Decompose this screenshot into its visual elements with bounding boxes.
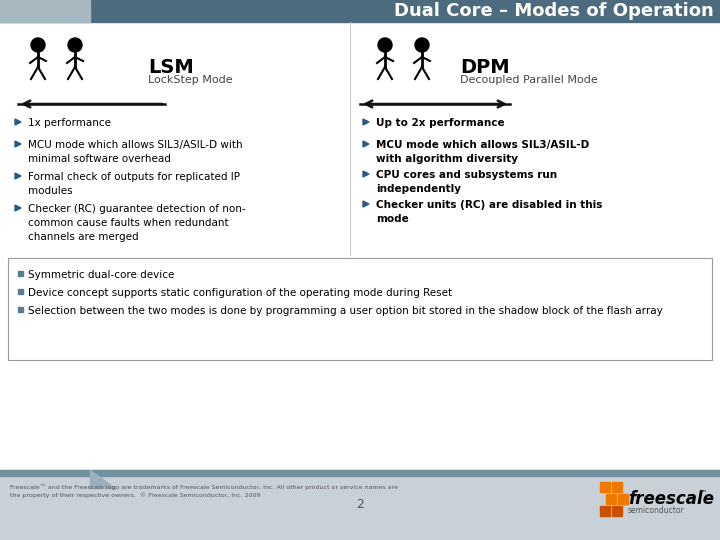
Text: LockStep Mode: LockStep Mode: [148, 75, 233, 85]
Text: Selection between the two modes is done by programming a user option bit stored : Selection between the two modes is done …: [28, 306, 662, 316]
Polygon shape: [363, 201, 369, 207]
Text: Up to 2x performance: Up to 2x performance: [376, 118, 505, 128]
Bar: [612, 506, 622, 516]
Text: ™: ™: [700, 489, 707, 495]
Text: Checker (RC) guarantee detection of non-
common cause faults when redundant
chan: Checker (RC) guarantee detection of non-…: [28, 204, 246, 242]
Polygon shape: [90, 470, 115, 488]
Text: MCU mode which allows SIL3/ASIL-D
with algorithm diversity: MCU mode which allows SIL3/ASIL-D with a…: [376, 140, 589, 164]
Text: Checker units (RC) are disabled in this
mode: Checker units (RC) are disabled in this …: [376, 200, 603, 224]
Bar: [18, 289, 23, 294]
Bar: [18, 271, 23, 276]
Polygon shape: [363, 171, 369, 177]
Text: Device concept supports static configuration of the operating mode during Reset: Device concept supports static configura…: [28, 288, 452, 298]
Circle shape: [378, 38, 392, 52]
Bar: [612, 482, 622, 492]
Polygon shape: [15, 141, 21, 147]
Circle shape: [68, 38, 82, 52]
Polygon shape: [363, 119, 369, 125]
Text: LSM: LSM: [148, 58, 194, 77]
Text: 1x performance: 1x performance: [28, 118, 111, 128]
Bar: [0, 20, 720, 480]
Bar: [618, 494, 628, 504]
Text: Freescale™ and the Freescale logo are trademarks of Freescale Semiconductor, Inc: Freescale™ and the Freescale logo are tr…: [10, 484, 398, 498]
Bar: [18, 307, 23, 312]
Text: Formal check of outputs for replicated IP
modules: Formal check of outputs for replicated I…: [28, 172, 240, 196]
Bar: [600, 506, 610, 516]
Bar: [0, 0, 720, 22]
Text: freescale: freescale: [628, 490, 714, 508]
Text: Dual Core – Modes of Operation: Dual Core – Modes of Operation: [395, 2, 714, 20]
Polygon shape: [15, 173, 21, 179]
Polygon shape: [363, 141, 369, 147]
Text: 2: 2: [356, 498, 364, 511]
Bar: [600, 482, 610, 492]
Text: semiconductor: semiconductor: [628, 506, 685, 515]
Bar: [0, 0, 90, 22]
Bar: [0, 470, 720, 476]
Bar: [0, 470, 720, 540]
Polygon shape: [15, 205, 21, 211]
Text: Decoupled Parallel Mode: Decoupled Parallel Mode: [460, 75, 598, 85]
Bar: [8, 258, 712, 360]
Text: CPU cores and subsystems run
independently: CPU cores and subsystems run independent…: [376, 170, 557, 194]
Circle shape: [415, 38, 429, 52]
Circle shape: [31, 38, 45, 52]
Text: MCU mode which allows SIL3/ASIL-D with
minimal software overhead: MCU mode which allows SIL3/ASIL-D with m…: [28, 140, 243, 164]
Text: DPM: DPM: [460, 58, 510, 77]
Bar: [606, 494, 616, 504]
Polygon shape: [15, 119, 21, 125]
Text: Symmetric dual-core device: Symmetric dual-core device: [28, 270, 174, 280]
